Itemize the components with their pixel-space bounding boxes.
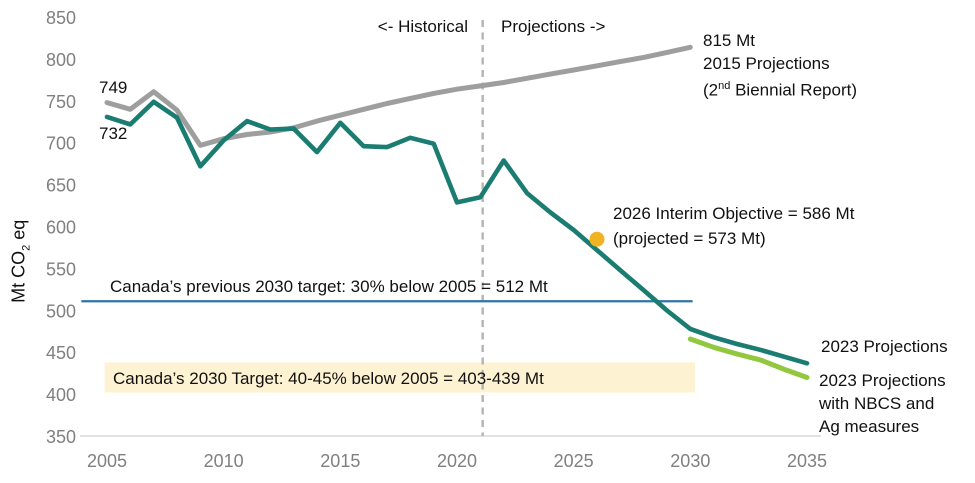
interim-objective-marker bbox=[589, 231, 605, 247]
y-tick-label: 650 bbox=[46, 176, 76, 196]
label-nbcs-line1: 2023 Projections bbox=[819, 371, 946, 390]
x-tick-label: 2030 bbox=[670, 451, 710, 471]
y-axis-title-text: Mt CO bbox=[8, 250, 29, 303]
label-interim-objective: 2026 Interim Objective = 586 Mt (project… bbox=[613, 201, 854, 251]
label-2023-projections-nbcs: 2023 Projections with NBCS and Ag measur… bbox=[819, 369, 946, 438]
label-biennial-pre: (2 bbox=[703, 80, 719, 100]
y-tick-label: 700 bbox=[46, 134, 76, 154]
series-projections-2015 bbox=[104, 44, 693, 148]
label-2030-target: Canada’s 2030 Target: 40-45% below 2005 … bbox=[113, 369, 544, 388]
y-axis-title-text: eq bbox=[8, 219, 29, 245]
y-tick-label: 750 bbox=[46, 92, 76, 112]
y-tick-label: 800 bbox=[46, 50, 76, 70]
y-tick-label: 500 bbox=[46, 301, 76, 321]
label-interim-line2: (projected = 573 Mt) bbox=[613, 229, 766, 248]
x-tick-label: 2015 bbox=[320, 451, 360, 471]
y-tick-label: 400 bbox=[46, 385, 76, 405]
y-tick-label: 850 bbox=[46, 8, 76, 28]
label-biennial-sup: nd bbox=[718, 80, 731, 92]
label-nbcs-line3: Ag measures bbox=[819, 417, 920, 436]
y-axis-title-subscript: 2 bbox=[20, 244, 33, 251]
y-tick-label: 450 bbox=[46, 343, 76, 363]
x-tick-label: 2010 bbox=[204, 451, 244, 471]
series-historical-and-2023-projections bbox=[104, 99, 810, 366]
target-band-2030 bbox=[104, 362, 695, 393]
series-projections-2023-nbcs-ag bbox=[687, 336, 810, 380]
y-axis-title: Mt CO2 eq bbox=[8, 156, 39, 366]
label-previous-2030-target: Canada’s previous 2030 target: 30% below… bbox=[110, 277, 548, 296]
label-interim-line1: 2026 Interim Objective = 586 Mt bbox=[613, 204, 855, 223]
x-tick-label: 2020 bbox=[437, 451, 477, 471]
label-nbcs-line2: with NBCS and bbox=[819, 394, 935, 413]
label-815mt: 815 Mt bbox=[703, 31, 755, 50]
x-tick-label: 2035 bbox=[787, 451, 827, 471]
label-2023-projections: 2023 Projections bbox=[821, 337, 948, 356]
label-historical: <- Historical bbox=[377, 17, 468, 36]
x-tick-label: 2025 bbox=[554, 451, 594, 471]
y-tick-label: 350 bbox=[46, 427, 76, 447]
x-tick-label: 2005 bbox=[87, 451, 127, 471]
label-projections: Projections -> bbox=[501, 17, 606, 36]
label-2015-projections: 815 Mt 2015 Projections (2nd Biennial Re… bbox=[703, 29, 857, 102]
label-2005-value-gray: 749 bbox=[99, 78, 128, 97]
label-2015-projections-text: 2015 Projections bbox=[703, 54, 830, 73]
label-biennial-post: Biennial Report) bbox=[730, 80, 857, 100]
y-tick-label: 550 bbox=[46, 259, 76, 279]
label-biennial-report: (2nd Biennial Report) bbox=[703, 75, 857, 102]
y-tick-label: 600 bbox=[46, 218, 76, 238]
label-2005-value-teal: 732 bbox=[99, 124, 128, 143]
